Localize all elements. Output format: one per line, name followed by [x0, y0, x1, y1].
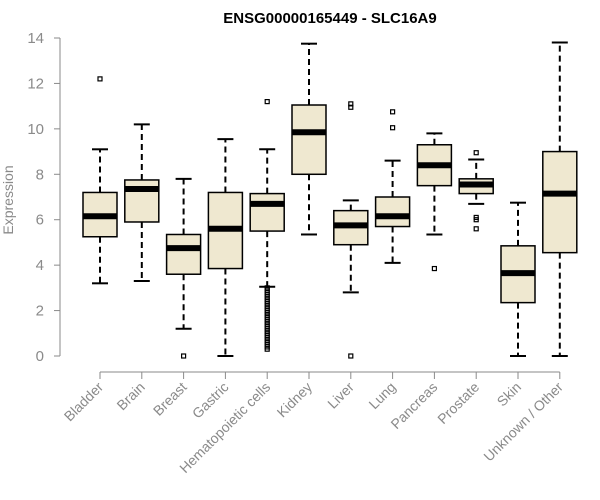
box-hematopoietic-cells — [249, 98, 285, 352]
y-tick-label: 2 — [36, 303, 44, 320]
outlier-point — [390, 109, 396, 115]
outlier-point — [264, 346, 270, 352]
iqr-box — [165, 233, 202, 275]
outlier-point — [181, 353, 187, 359]
iqr-box — [249, 192, 285, 232]
outlier-point — [348, 104, 354, 110]
y-axis-label: Expression — [0, 165, 16, 234]
box-breast — [165, 177, 202, 359]
y-tick-label: 14 — [27, 30, 44, 47]
y-tick-label: 12 — [27, 75, 44, 92]
chart-title: ENSG00000165449 - SLC16A9 — [223, 10, 436, 27]
y-tick-label: 0 — [36, 348, 44, 365]
y-tick-label: 6 — [36, 212, 44, 229]
x-tick-label: Unknown / Other — [480, 379, 566, 465]
outlier-point — [473, 226, 479, 232]
box-pancreas — [416, 132, 453, 272]
outlier-point — [473, 150, 479, 156]
box-unknown-other — [542, 41, 578, 357]
x-tick-label: Breast — [150, 379, 190, 419]
box-liver — [333, 101, 369, 359]
y-axis: 0 2 4 6 8 10 12 14 — [27, 30, 61, 365]
box-kidney — [291, 42, 327, 236]
iqr-box — [374, 196, 411, 228]
box-skin — [500, 201, 536, 357]
box-series — [82, 41, 578, 359]
y-tick-label: 4 — [36, 257, 44, 274]
outlier-point — [431, 265, 437, 272]
outlier-point — [97, 76, 103, 82]
outlier-point — [264, 98, 270, 105]
outlier-point — [390, 125, 396, 131]
iqr-box — [291, 104, 327, 176]
iqr-box — [542, 150, 578, 254]
box-prostate — [458, 150, 494, 232]
x-tick-label: Skin — [494, 379, 525, 410]
x-tick-label: Kidney — [274, 379, 316, 421]
outlier-point — [473, 217, 479, 223]
x-tick-label: Liver — [324, 379, 357, 412]
outlier-point — [348, 353, 354, 359]
y-tick-label: 10 — [27, 121, 44, 138]
x-tick-label: Bladder — [61, 379, 107, 425]
x-tick-label: Prostate — [434, 379, 482, 427]
box-gastric — [207, 138, 244, 357]
x-tick-label: Brain — [113, 379, 147, 413]
box-lung — [374, 109, 411, 264]
box-bladder — [82, 76, 118, 285]
x-tick-label: Lung — [365, 379, 398, 412]
y-tick-label: 8 — [36, 166, 44, 183]
box-brain — [124, 123, 160, 283]
